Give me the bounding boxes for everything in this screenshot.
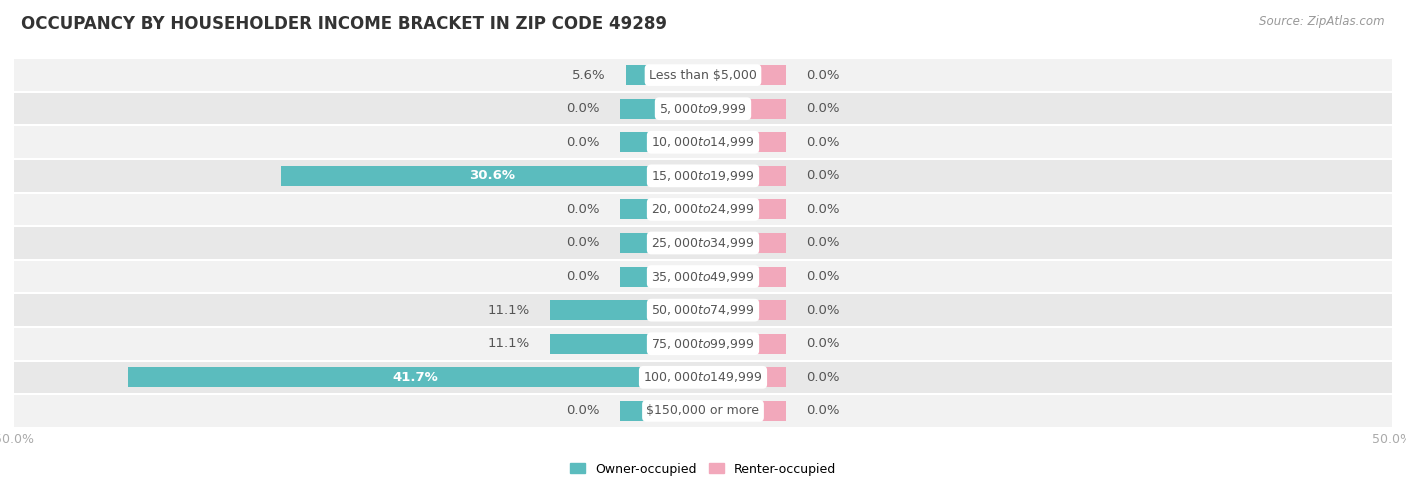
Text: $100,000 to $149,999: $100,000 to $149,999 [644, 370, 762, 384]
Bar [14, 58, 1392, 92]
Text: 0.0%: 0.0% [807, 304, 839, 317]
Text: $50,000 to $74,999: $50,000 to $74,999 [651, 303, 755, 317]
Text: OCCUPANCY BY HOUSEHOLDER INCOME BRACKET IN ZIP CODE 49289: OCCUPANCY BY HOUSEHOLDER INCOME BRACKET … [21, 15, 666, 33]
Text: $15,000 to $19,999: $15,000 to $19,999 [651, 169, 755, 183]
Text: 5.6%: 5.6% [572, 69, 605, 82]
Text: 0.0%: 0.0% [567, 404, 599, 417]
Text: $20,000 to $24,999: $20,000 to $24,999 [651, 203, 755, 216]
Text: 11.1%: 11.1% [486, 337, 530, 350]
Bar [703, 367, 786, 387]
Bar [620, 233, 703, 253]
Bar [703, 334, 786, 354]
Text: 0.0%: 0.0% [807, 102, 839, 115]
Text: 0.0%: 0.0% [807, 337, 839, 350]
Text: 0.0%: 0.0% [807, 270, 839, 283]
Bar [703, 233, 786, 253]
Text: 11.1%: 11.1% [486, 304, 530, 317]
Text: 0.0%: 0.0% [567, 237, 599, 249]
Bar [620, 266, 703, 287]
Bar [620, 401, 703, 421]
Text: $35,000 to $49,999: $35,000 to $49,999 [651, 270, 755, 283]
Text: 0.0%: 0.0% [807, 237, 839, 249]
Text: Source: ZipAtlas.com: Source: ZipAtlas.com [1260, 15, 1385, 28]
Bar [14, 226, 1392, 260]
Bar [14, 260, 1392, 294]
Text: 0.0%: 0.0% [567, 102, 599, 115]
Text: 41.7%: 41.7% [392, 371, 439, 384]
Bar [14, 125, 1392, 159]
Bar [128, 367, 703, 387]
Bar [703, 300, 786, 320]
Text: 30.6%: 30.6% [470, 169, 515, 182]
Bar [703, 199, 786, 220]
Bar [550, 334, 703, 354]
Bar [620, 132, 703, 152]
Text: 0.0%: 0.0% [807, 203, 839, 216]
Text: $5,000 to $9,999: $5,000 to $9,999 [659, 102, 747, 116]
Text: $25,000 to $34,999: $25,000 to $34,999 [651, 236, 755, 250]
Text: $150,000 or more: $150,000 or more [647, 404, 759, 417]
Text: 0.0%: 0.0% [807, 136, 839, 149]
Bar [703, 99, 786, 119]
Bar [626, 65, 703, 85]
Bar [281, 166, 703, 186]
Text: 0.0%: 0.0% [807, 404, 839, 417]
Bar [703, 166, 786, 186]
Text: Less than $5,000: Less than $5,000 [650, 69, 756, 82]
Bar [550, 300, 703, 320]
Bar [14, 361, 1392, 394]
Text: 0.0%: 0.0% [807, 169, 839, 182]
Text: 0.0%: 0.0% [807, 371, 839, 384]
Bar [703, 401, 786, 421]
Text: 0.0%: 0.0% [807, 69, 839, 82]
Text: $75,000 to $99,999: $75,000 to $99,999 [651, 337, 755, 351]
Bar [14, 159, 1392, 192]
Text: $10,000 to $14,999: $10,000 to $14,999 [651, 135, 755, 149]
Bar [14, 92, 1392, 125]
Bar [703, 65, 786, 85]
Bar [620, 99, 703, 119]
Legend: Owner-occupied, Renter-occupied: Owner-occupied, Renter-occupied [565, 457, 841, 481]
Bar [14, 192, 1392, 226]
Text: 0.0%: 0.0% [567, 136, 599, 149]
Bar [620, 199, 703, 220]
Bar [14, 327, 1392, 361]
Text: 0.0%: 0.0% [567, 203, 599, 216]
Bar [703, 266, 786, 287]
Text: 0.0%: 0.0% [567, 270, 599, 283]
Bar [14, 394, 1392, 428]
Bar [703, 132, 786, 152]
Bar [14, 294, 1392, 327]
